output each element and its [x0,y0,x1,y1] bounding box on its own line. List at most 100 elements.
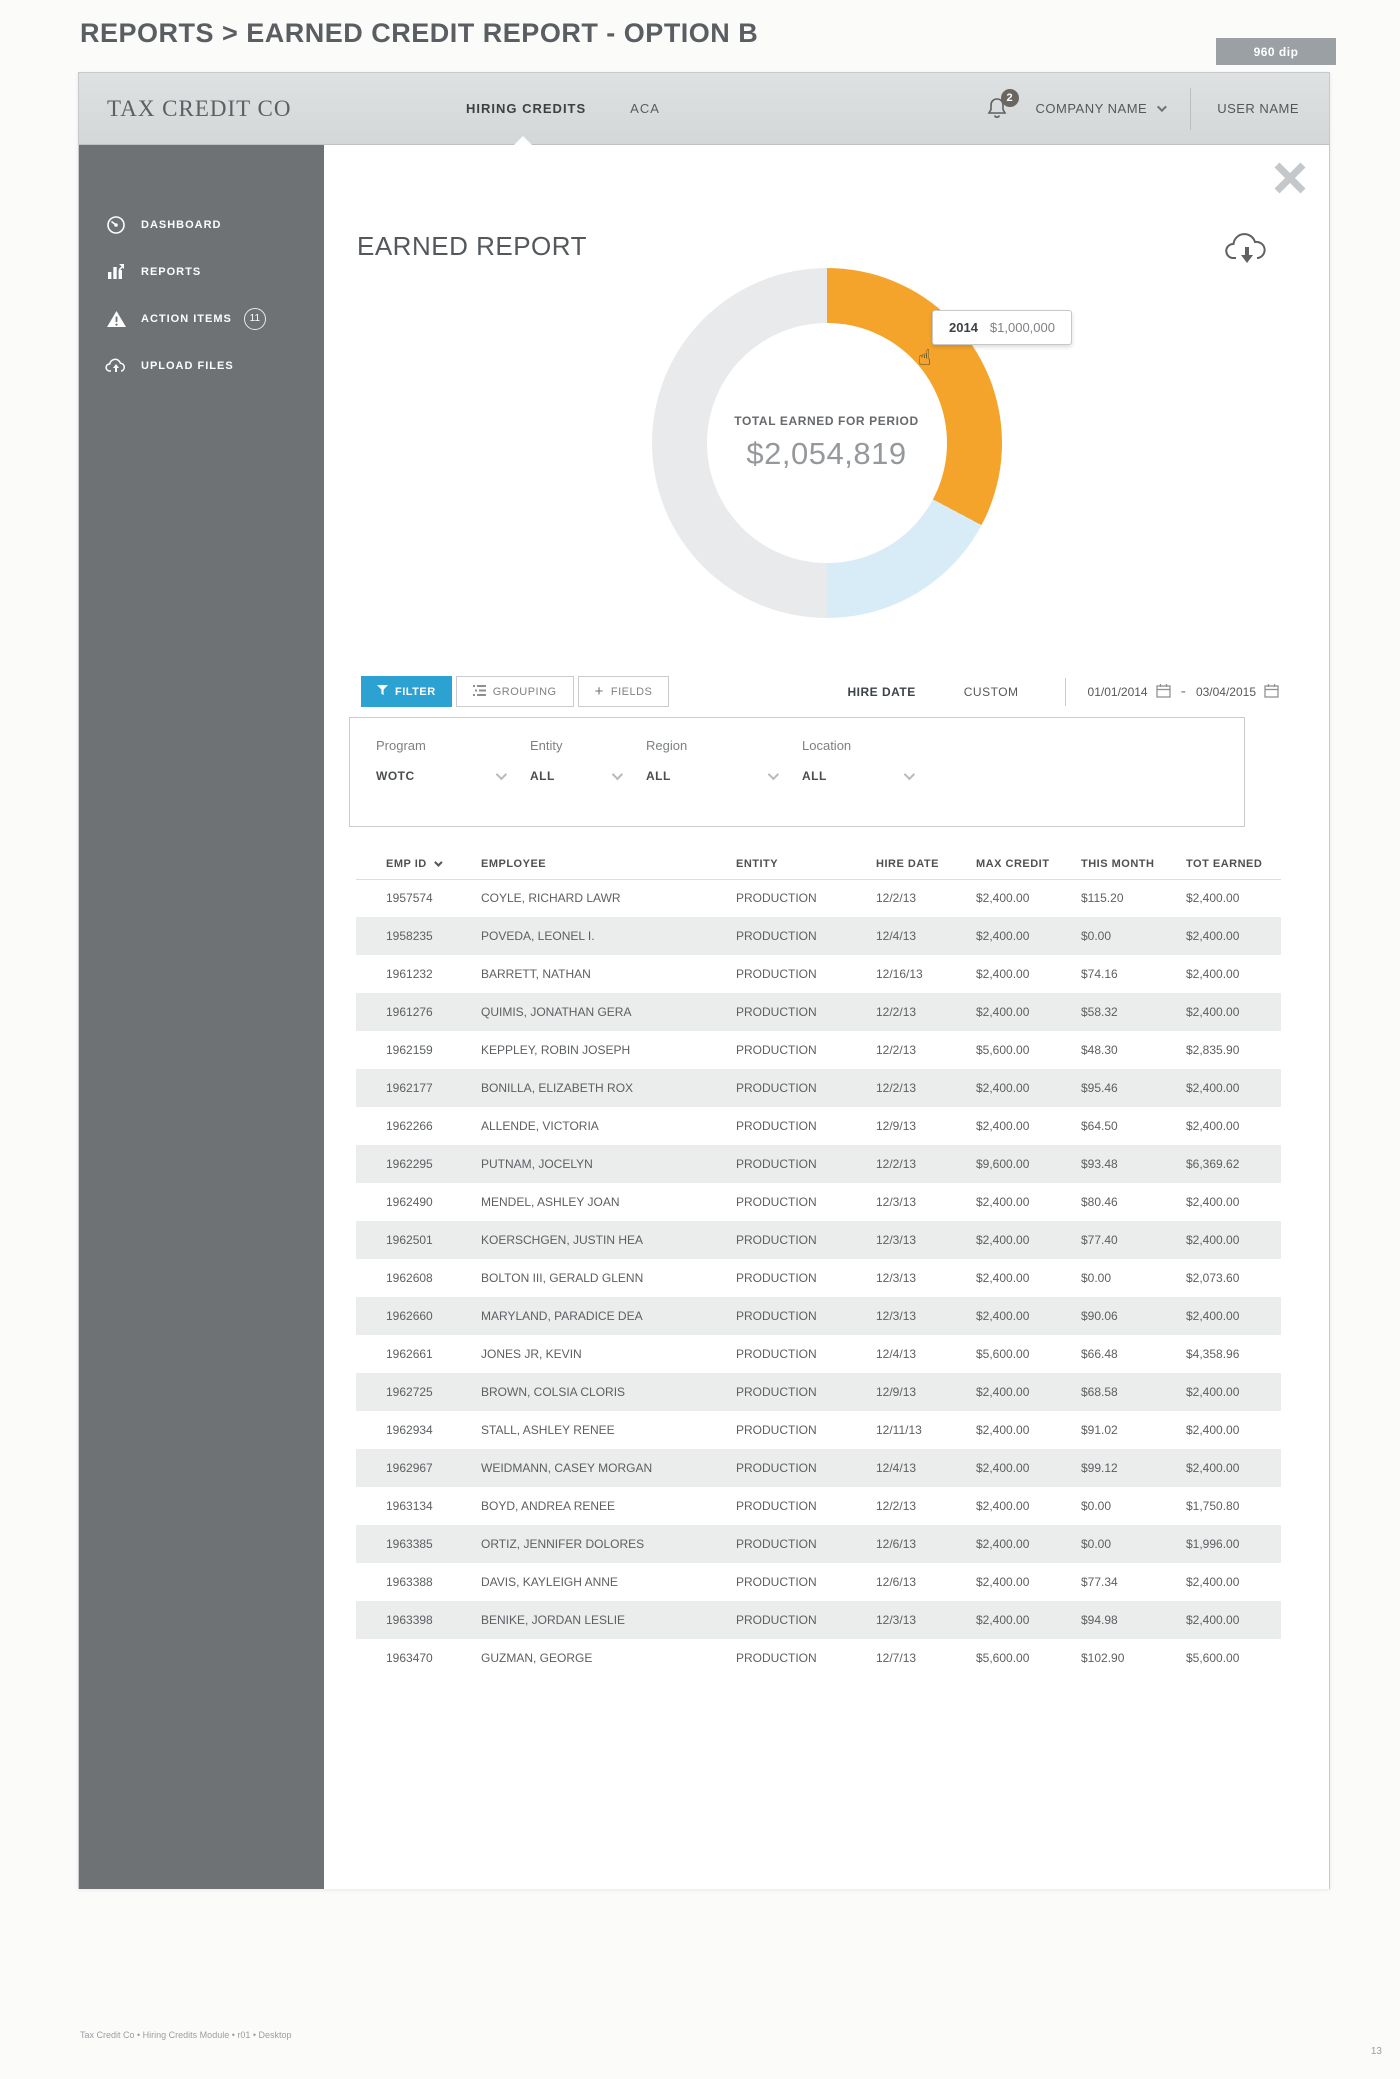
column-hire-date[interactable]: HIRE DATE [876,849,976,880]
cell-hire-date: 12/4/13 [876,1347,917,1361]
table-row[interactable]: 1962295 PUTNAM, JOCELYN PRODUCTION 12/2/… [356,1145,1281,1183]
donut-center: TOTAL EARNED FOR PERIOD $2,054,819 [706,323,947,563]
donut-center-value: $2,054,819 [746,436,907,471]
cell-hire-date: 12/2/13 [876,1081,917,1095]
table-row[interactable]: 1958235 POVEDA, LEONEL I. PRODUCTION 12/… [356,917,1281,955]
date-from-field[interactable]: 01/01/2014 [1088,683,1171,701]
table-row[interactable]: 1963385 ORTIZ, JENNIFER DOLORES PRODUCTI… [356,1525,1281,1563]
table-row[interactable]: 1957574 COYLE, RICHARD LAWR PRODUCTION 1… [356,879,1281,917]
table-row[interactable]: 1963388 DAVIS, KAYLEIGH ANNE PRODUCTION … [356,1563,1281,1601]
cell-this-month: $66.48 [1081,1347,1118,1361]
table-row[interactable]: 1962725 BROWN, COLSIA CLORIS PRODUCTION … [356,1373,1281,1411]
cell-this-month: $95.46 [1081,1081,1118,1095]
filter-entity-label: Entity [530,738,563,753]
dashboard-icon [105,214,127,236]
table-row[interactable]: 1962159 KEPPLEY, ROBIN JOSEPH PRODUCTION… [356,1031,1281,1069]
header-right: 2 COMPANY NAME USER NAME [986,73,1330,144]
table-row[interactable]: 1962490 MENDEL, ASHLEY JOAN PRODUCTION 1… [356,1183,1281,1221]
sidebar-item-dashboard[interactable]: DASHBOARD [79,201,324,248]
table-header-row: EMP ID EMPLOYEE ENTITY HIRE DATE MAX CRE… [356,849,1281,880]
cell-this-month: $74.16 [1081,967,1118,981]
hire-date-label: HIRE DATE [847,684,916,699]
app-window: TAX CREDIT CO HIRING CREDITS ACA 2 [78,72,1330,1889]
column-emp-id[interactable]: EMP ID [356,849,481,880]
table-row[interactable]: 1963470 GUZMAN, GEORGE PRODUCTION 12/7/1… [356,1639,1281,1677]
column-entity[interactable]: ENTITY [736,849,876,880]
window-body: DASHBOARD REPORTS [79,145,1329,1889]
column-max-credit[interactable]: MAX CREDIT [976,849,1081,880]
hire-date-mode[interactable]: CUSTOM [963,684,1019,699]
column-this-month[interactable]: THIS MONTH [1081,849,1186,880]
donut-center-label: TOTAL EARNED FOR PERIOD [734,414,919,428]
cell-max-credit: $2,400.00 [976,929,1030,943]
cell-this-month: $115.20 [1081,891,1124,906]
table-row[interactable]: 1961232 BARRETT, NATHAN PRODUCTION 12/16… [356,955,1281,993]
sidebar: DASHBOARD REPORTS [79,145,324,1889]
download-cloud-button[interactable] [1223,229,1271,272]
filter-region-value: ALL [646,769,671,783]
filter-program-select[interactable]: WOTC [376,768,508,783]
brand-logo: TAX CREDIT CO [107,95,292,121]
cell-this-month: $94.98 [1081,1613,1118,1627]
cell-entity: PRODUCTION [736,1385,817,1399]
cell-hire-date: 12/9/13 [876,1119,917,1133]
cell-max-credit: $2,400.00 [976,1195,1030,1209]
cell-this-month: $68.58 [1081,1385,1118,1399]
cell-employee: WEIDMANN, CASEY MORGAN [481,1461,653,1475]
close-icon[interactable] [1271,159,1309,202]
cell-emp-id: 1962608 [386,1271,433,1285]
cell-tot-earned: $2,400.00 [1186,1119,1240,1133]
header-divider [1190,87,1192,130]
date-to-field[interactable]: 03/04/2015 [1196,683,1279,701]
company-menu[interactable]: COMPANY NAME [1036,101,1168,116]
tab-grouping[interactable]: GROUPING [455,676,574,707]
sidebar-item-reports[interactable]: REPORTS [79,248,324,295]
sidebar-item-action-items[interactable]: ACTION ITEMS 11 [79,295,324,342]
table-row[interactable]: 1962608 BOLTON III, GERALD GLENN PRODUCT… [356,1259,1281,1297]
filter-location: Location ALL [802,738,916,826]
table-row[interactable]: 1962660 MARYLAND, PARADICE DEA PRODUCTIO… [356,1297,1281,1335]
cell-tot-earned: $6,369.62 [1186,1157,1240,1171]
table-row[interactable]: 1962661 JONES JR, KEVIN PRODUCTION 12/4/… [356,1335,1281,1373]
plus-icon: + [594,683,604,700]
cell-tot-earned: $2,400.00 [1186,891,1240,906]
filter-region-select[interactable]: ALL [646,768,780,783]
cell-employee: MARYLAND, PARADICE DEA [481,1309,643,1323]
earned-table: EMP ID EMPLOYEE ENTITY HIRE DATE MAX CRE… [356,849,1281,1677]
table-row[interactable]: 1962934 STALL, ASHLEY RENEE PRODUCTION 1… [356,1411,1281,1449]
table-row[interactable]: 1963134 BOYD, ANDREA RENEE PRODUCTION 12… [356,1487,1281,1525]
calendar-icon [1264,683,1279,701]
table-row[interactable]: 1963398 BENIKE, JORDAN LESLIE PRODUCTION… [356,1601,1281,1639]
table-row[interactable]: 1962177 BONILLA, ELIZABETH ROX PRODUCTIO… [356,1069,1281,1107]
user-menu[interactable]: USER NAME [1217,101,1299,116]
app-header: TAX CREDIT CO HIRING CREDITS ACA 2 [79,73,1329,145]
cell-emp-id: 1963385 [386,1537,433,1551]
column-employee[interactable]: EMPLOYEE [481,849,736,880]
filter-panel: Program WOTC Entity ALL [349,717,1245,827]
filter-location-select[interactable]: ALL [802,768,916,783]
column-tot-earned[interactable]: TOT EARNED [1186,849,1281,880]
table-row[interactable]: 1962266 ALLENDE, VICTORIA PRODUCTION 12/… [356,1107,1281,1145]
cell-tot-earned: $2,400.00 [1186,1005,1240,1019]
filter-location-value: ALL [802,769,827,783]
notifications-button[interactable]: 2 [986,88,1019,122]
table-row[interactable]: 1961276 QUIMIS, JONATHAN GERA PRODUCTION… [356,993,1281,1031]
dip-badge: 960 dip [1216,38,1336,65]
cell-this-month: $93.48 [1081,1157,1118,1171]
cell-entity: PRODUCTION [736,1651,817,1665]
tooltip-value: $1,000,000 [989,320,1055,335]
cell-entity: PRODUCTION [736,1537,817,1551]
tab-fields[interactable]: + FIELDS [577,676,670,707]
cell-max-credit: $2,400.00 [976,1385,1030,1399]
footer-note: Tax Credit Co • Hiring Credits Module • … [80,2030,292,2040]
grouping-icon [472,684,486,699]
nav-aca[interactable]: ACA [630,101,660,116]
table-row[interactable]: 1962967 WEIDMANN, CASEY MORGAN PRODUCTIO… [356,1449,1281,1487]
nav-hiring-credits[interactable]: HIRING CREDITS [466,101,587,116]
sidebar-item-upload-files[interactable]: UPLOAD FILES [79,342,324,389]
cell-max-credit: $2,400.00 [976,1005,1030,1019]
tab-filter[interactable]: FILTER [361,676,452,707]
cell-max-credit: $2,400.00 [976,1613,1030,1627]
filter-entity-select[interactable]: ALL [530,768,624,783]
table-row[interactable]: 1962501 KOERSCHGEN, JUSTIN HEA PRODUCTIO… [356,1221,1281,1259]
